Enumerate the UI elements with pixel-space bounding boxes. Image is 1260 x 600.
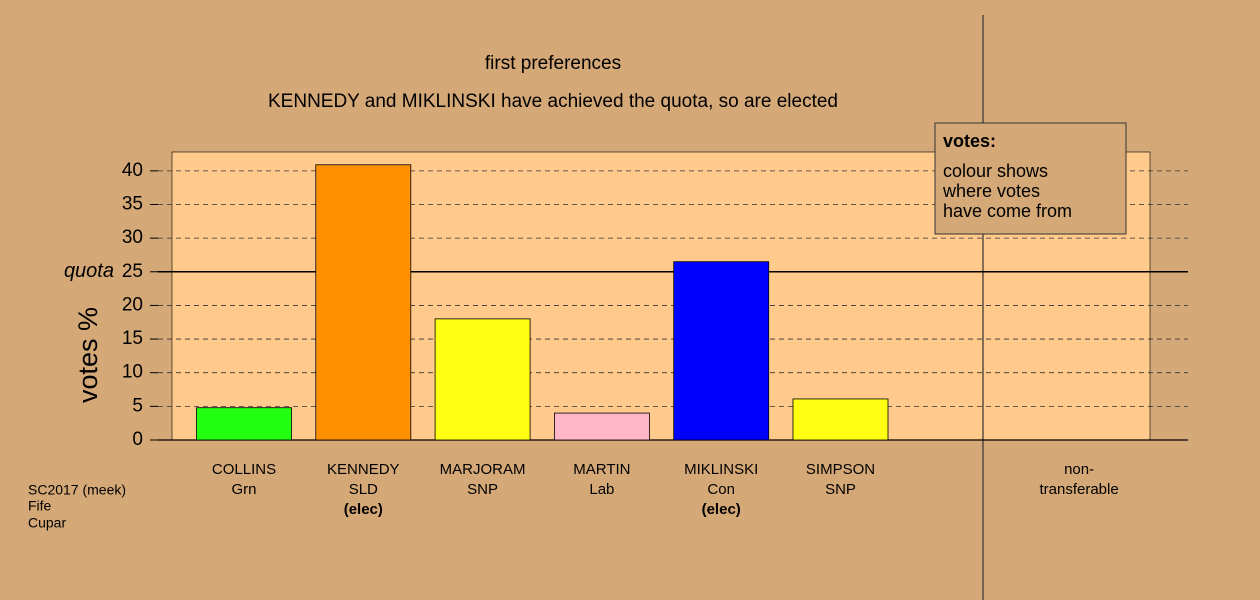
legend-text: where votes [942,181,1040,201]
footnote: Cupar [28,515,66,531]
x-tick-label: non- [1064,461,1094,478]
y-tick-label: 0 [132,429,143,450]
x-tick-label: MIKLINSKI [684,461,758,478]
x-tick-sublabel: transferable [1039,481,1118,498]
x-tick-sublabel: Con [707,481,735,498]
x-tick-sublabel: Grn [231,481,256,498]
bar [673,261,770,441]
chart-subtitle: KENNEDY and MIKLINSKI have achieved the … [268,91,838,112]
x-tick-label: MARJORAM [440,461,526,478]
legend-title: votes: [943,131,996,151]
status-label: (elec) [702,501,741,518]
x-tick-sublabel: Lab [589,481,614,498]
legend-box [934,122,1127,235]
y-tick-label: 5 [132,395,143,416]
y-axis-label: votes % [73,307,103,403]
bar [554,412,650,441]
y-tick-label: 30 [122,227,143,248]
bar [196,407,292,441]
bar [315,164,412,441]
y-tick-label: 25 [122,261,143,282]
x-tick-sublabel: SLD [349,481,378,498]
x-tick-label: MARTIN [573,461,630,478]
bar [434,318,531,441]
footnote: SC2017 (meek) [28,482,126,498]
x-tick-sublabel: SNP [467,481,498,498]
y-tick-label: 20 [122,294,143,315]
status-label: (elec) [344,501,383,518]
x-tick-label: COLLINS [212,461,276,478]
legend-text: colour shows [943,161,1048,181]
y-tick-label: 15 [122,328,143,349]
legend-text: have come from [943,201,1072,221]
footnote: Fife [28,498,52,514]
x-tick-label: SIMPSON [806,461,875,478]
y-tick-label: 10 [122,362,143,383]
x-tick-label: KENNEDY [327,461,400,478]
chart-title: first preferences [485,53,621,74]
y-tick-label: 35 [122,194,143,215]
bar [792,398,889,441]
quota-label: quota [64,260,114,282]
x-tick-sublabel: SNP [825,481,856,498]
y-tick-label: 40 [122,160,143,181]
